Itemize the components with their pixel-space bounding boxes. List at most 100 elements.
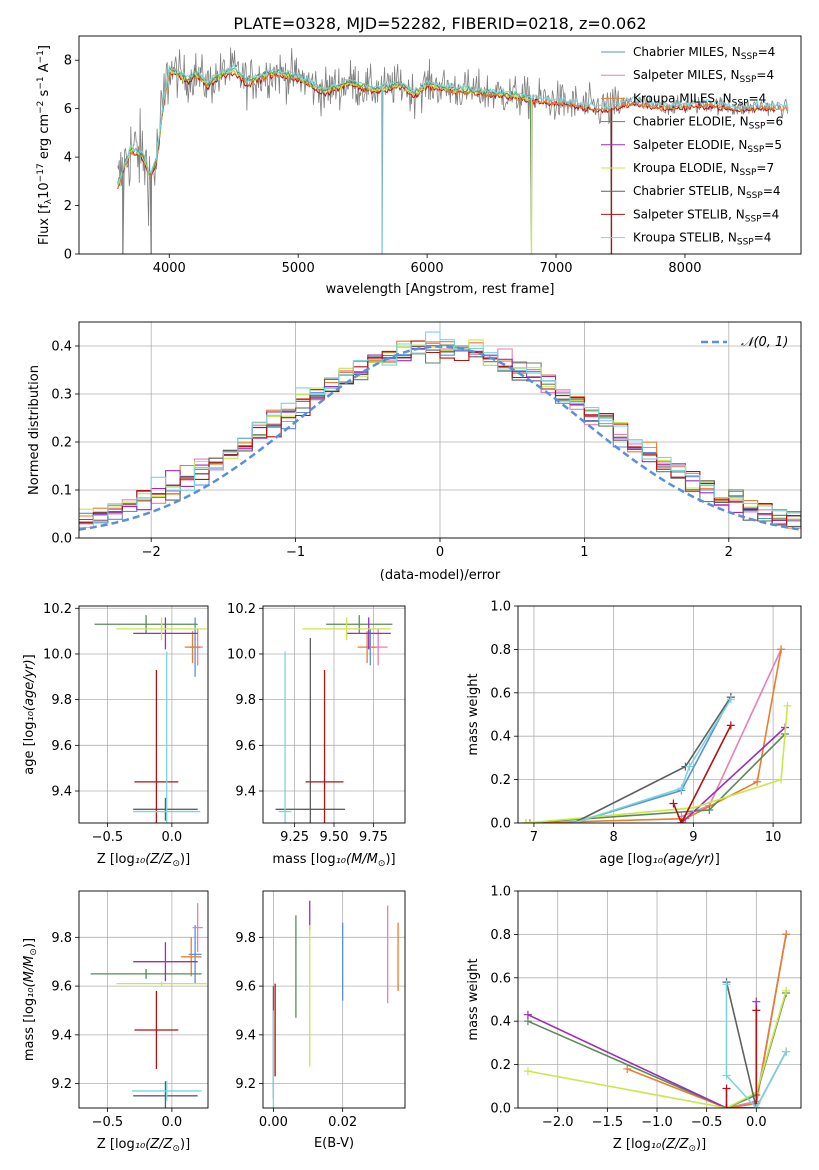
y-tick-label: 9.4 — [51, 785, 72, 800]
legend-label: Salpeter ELODIE, NSSP=5 — [633, 138, 782, 155]
y-tick-label: 0.1 — [51, 484, 72, 499]
y-tick-label: 10.0 — [227, 647, 256, 662]
mass-weight-line — [725, 1010, 758, 1108]
legend-subscript: SSP — [747, 145, 764, 155]
y-tick-label: 0 — [64, 248, 72, 263]
y-tick-label: 10.0 — [43, 647, 72, 662]
y-axis-label: mass [log₁₀(M/M⊙)] — [22, 938, 39, 1061]
y-tick-label: 9.6 — [51, 980, 72, 995]
x-tick-label: 9.50 — [320, 830, 349, 845]
residual-histogram — [79, 342, 801, 525]
mass_vs_ebv-plot-area — [263, 891, 405, 1108]
legend-count: =4 — [749, 91, 767, 105]
x-tick-label: 9.75 — [359, 830, 388, 845]
legend-count: =4 — [763, 184, 781, 198]
mass-weight-marker — [782, 930, 791, 939]
x-tick-label: 2 — [725, 545, 733, 560]
legend-count: =5 — [764, 138, 782, 152]
y-tick-label: 9.4 — [51, 1028, 72, 1043]
mass-vs-metallicity-panel: −0.5 0.09.29.49.69.8Z [log₁₀(Z/Z⊙)]mass [… — [22, 890, 209, 1154]
label-subscript: ⊙ — [172, 859, 180, 869]
label-math: ₁₀(Z/Z — [651, 1137, 690, 1152]
mass-weight-line — [527, 990, 787, 1108]
y-tick-label: 0.2 — [51, 436, 72, 451]
legend-count: =4 — [754, 231, 772, 245]
y-axis-label-part: −17 — [36, 163, 46, 182]
label-subscript: ⊙ — [688, 1144, 696, 1154]
x-tick-label: −2 — [142, 545, 161, 560]
label-math: ₁₀(M/M — [22, 956, 37, 998]
y-tick-label: 1.0 — [490, 600, 511, 615]
age_vs_Z-plot-area — [79, 606, 208, 823]
y-tick-label: 0.4 — [490, 1015, 511, 1030]
legend-label: Salpeter MILES, NSSP=4 — [633, 68, 774, 85]
axes-frame — [78, 605, 209, 824]
y-tick-label: 9.2 — [51, 1077, 72, 1092]
residual-histogram — [79, 345, 801, 527]
axes-frame — [517, 890, 802, 1109]
label-math: ₁₀(M/M — [336, 852, 378, 867]
legend-label: 𝒩(0, 1) — [741, 335, 788, 350]
model-spectrum-line — [117, 69, 789, 189]
y-axis-label: Flux [fλ10−17 erg cm−2 s−1 A−1] — [36, 45, 54, 245]
y-tick-label: 2 — [64, 199, 72, 214]
x-tick-label: −0.5 — [92, 830, 124, 845]
mass-weight-marker — [705, 805, 714, 814]
legend-subscript: SSP — [740, 75, 757, 85]
legend-label: Chabrier MILES, NSSP=4 — [633, 45, 775, 62]
y-tick-label: 9.6 — [235, 980, 256, 995]
mass-weight-marker — [782, 1047, 791, 1056]
x-tick-label: 9 — [689, 830, 697, 845]
x-tick-label: 6000 — [411, 261, 444, 276]
y-axis-label-part: 10 — [37, 182, 52, 199]
y-tick-label: 0.8 — [490, 928, 511, 943]
mass-weight-marker — [726, 721, 735, 730]
mass-weight-line — [680, 726, 786, 823]
mass-weight-marker — [523, 1010, 532, 1019]
label-suffix: )] — [22, 938, 37, 948]
legend-count: =6 — [765, 115, 783, 129]
x-tick-label: −1.0 — [641, 1115, 673, 1130]
label-suffix: )] — [696, 1137, 706, 1152]
mass-weight-line — [626, 934, 787, 1108]
residuals-plot-area — [79, 322, 801, 538]
model-spectrum-line — [117, 62, 789, 186]
y-axis-label-part: A — [37, 63, 52, 76]
y-axis-label: mass weight — [466, 673, 481, 755]
mass-weight-marker — [752, 997, 761, 1006]
y-axis-label-part: −1 — [36, 76, 46, 89]
mass-weight-marker — [521, 819, 530, 823]
mass-weight-line — [573, 698, 732, 823]
mass-weight-marker — [722, 1104, 731, 1108]
massweight-vs-age-panel: 7 8 9 10 0.0 0.2 0.4 0.6 0.8 1.0 mass weight age [l… — [466, 600, 802, 867]
x-tick-label: 0.02 — [328, 1115, 357, 1130]
y-axis-label: age [log₁₀(age/yr)] — [22, 654, 37, 775]
mass-weight-marker — [685, 762, 694, 771]
y-tick-label: 10.2 — [227, 602, 256, 617]
y-tick-label: 0.0 — [490, 1102, 511, 1117]
normal-distribution-curve — [79, 345, 801, 531]
label-suffix: ] — [22, 654, 37, 659]
spectrum-panel: 4000 5000 6000 7000 8000 0 2 4 6 8 Chabrier MILES,… — [36, 35, 802, 297]
y-tick-label: 9.6 — [51, 739, 72, 754]
label-prefix: Z [log — [97, 852, 135, 867]
age_vs_mass-plot-area — [263, 606, 405, 823]
y-axis-label-part: λ — [44, 198, 54, 204]
label-subscript: ⊙ — [29, 948, 39, 956]
x-tick-label: 4000 — [153, 261, 186, 276]
y-tick-label: 0.6 — [490, 971, 511, 986]
residual-histogram — [79, 339, 801, 520]
mass-weight-marker — [783, 701, 792, 710]
mass-weight-marker — [523, 1067, 532, 1076]
massweight_vs_Z-plot-area — [518, 891, 801, 1108]
massweight_vs_age-plot-area — [518, 606, 801, 823]
x-tick-label: 1 — [580, 545, 588, 560]
mass-weight-line — [525, 733, 786, 823]
y-tick-label: 0.4 — [51, 340, 72, 355]
residual-histogram — [79, 345, 801, 526]
mass-weight-marker — [777, 645, 786, 654]
mass-weight-marker — [689, 803, 698, 812]
y-tick-label: 0.0 — [51, 532, 72, 547]
x-axis-label: Z [log₁₀(Z/Z⊙)] — [97, 1137, 190, 1154]
residual-histogram — [79, 346, 801, 525]
